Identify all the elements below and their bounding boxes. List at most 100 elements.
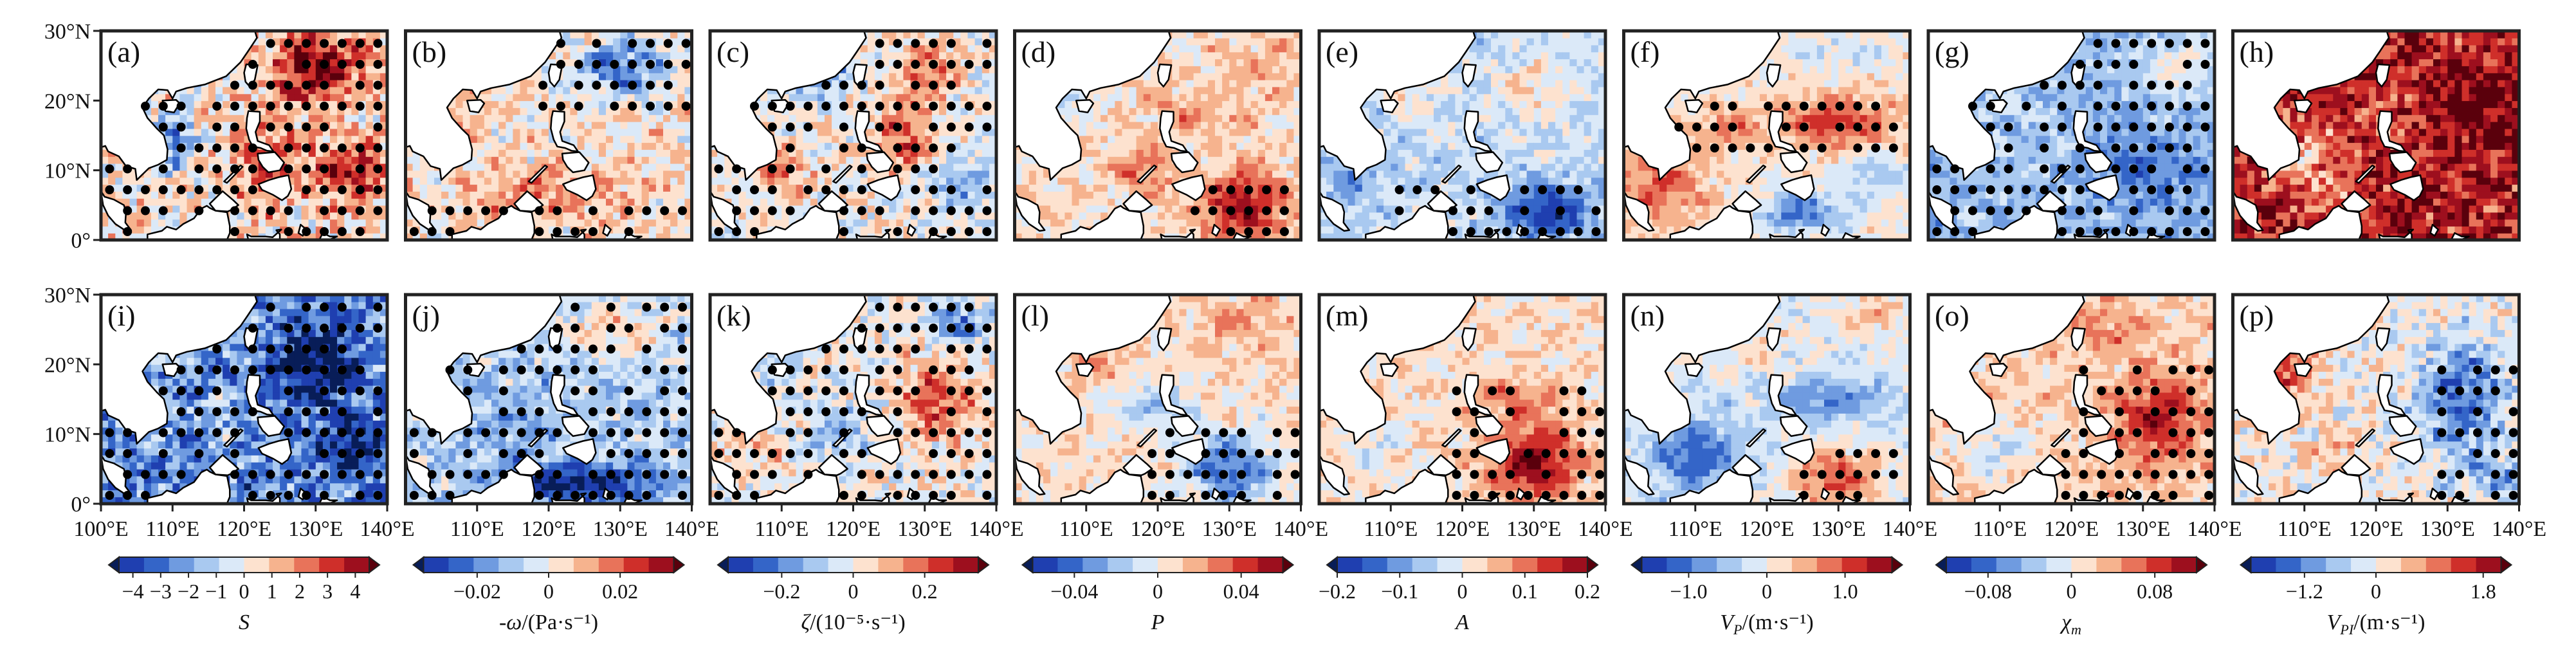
field-cell	[677, 212, 686, 220]
field-cell	[101, 163, 109, 171]
field-cell	[498, 107, 506, 115]
field-cell	[344, 163, 352, 171]
field-cell	[903, 170, 911, 178]
field-cell	[1150, 226, 1158, 234]
field-cell	[337, 163, 345, 171]
field-cell	[280, 86, 288, 95]
field-cell	[1229, 73, 1238, 80]
field-cell	[287, 212, 295, 220]
field-cell	[280, 100, 288, 108]
field-cell	[265, 51, 273, 60]
field-cell	[946, 107, 954, 115]
field-cell	[1122, 107, 1130, 115]
field-cell	[1115, 128, 1123, 136]
field-cell	[1093, 142, 1101, 150]
field-cell	[1136, 135, 1144, 143]
field-cell	[1257, 51, 1266, 60]
field-cell	[570, 59, 578, 66]
field-cell	[939, 66, 947, 73]
field-cell	[484, 212, 492, 220]
field-cell	[620, 128, 628, 136]
field-cell	[655, 121, 664, 129]
field-cell	[810, 107, 818, 115]
field-cell	[115, 177, 123, 185]
field-cell	[1236, 121, 1245, 129]
field-cell	[641, 156, 650, 164]
field-cell	[974, 170, 983, 178]
field-cell	[563, 37, 571, 46]
field-cell	[796, 107, 804, 115]
stipple-dot	[964, 122, 974, 132]
field-cell	[1064, 93, 1073, 102]
field-cell	[201, 149, 209, 157]
stipple-dot	[628, 39, 637, 48]
field-cell	[1129, 107, 1137, 115]
field-cell	[358, 191, 367, 199]
field-cell	[315, 79, 324, 87]
field-cell	[641, 121, 650, 129]
field-cell	[208, 100, 216, 108]
field-cell	[917, 191, 926, 199]
field-cell	[774, 219, 782, 227]
field-cell	[1215, 198, 1223, 206]
field-cell	[882, 128, 890, 136]
field-cell	[598, 107, 607, 115]
field-cell	[939, 191, 947, 199]
field-cell	[910, 156, 918, 164]
field-cell	[1064, 163, 1073, 171]
field-cell	[506, 170, 514, 178]
field-cell	[215, 115, 223, 122]
field-cell	[1229, 44, 1238, 53]
field-cell	[796, 156, 804, 164]
field-cell	[839, 128, 847, 136]
field-cell	[1028, 184, 1037, 192]
field-cell	[1200, 107, 1209, 115]
field-cell	[1229, 59, 1238, 66]
field-cell	[1186, 66, 1194, 73]
field-cell	[867, 93, 875, 102]
field-cell	[1243, 79, 1252, 87]
field-cell	[953, 205, 962, 213]
field-cell	[598, 59, 607, 66]
field-cell	[670, 184, 678, 192]
field-cell	[455, 205, 464, 213]
field-cell	[670, 51, 678, 60]
field-cell	[946, 198, 954, 206]
field-cell	[172, 212, 181, 220]
field-cell	[982, 135, 990, 143]
stipple-dot	[750, 206, 759, 216]
field-cell	[663, 93, 671, 102]
field-cell	[774, 93, 782, 102]
field-cell	[1236, 212, 1245, 220]
field-cell	[803, 177, 811, 185]
field-cell	[648, 115, 657, 122]
stipple-dot	[230, 143, 239, 152]
stipple-dot	[946, 143, 956, 152]
field-cell	[1265, 73, 1273, 80]
field-cell	[273, 135, 280, 143]
field-cell	[832, 149, 839, 157]
field-cell	[910, 191, 918, 199]
field-cell	[627, 184, 635, 192]
field-cell	[1222, 79, 1230, 87]
field-cell	[974, 59, 983, 66]
field-cell	[344, 219, 352, 227]
field-cell	[1158, 226, 1165, 234]
stipple-dot	[302, 164, 311, 174]
field-cell	[194, 135, 202, 143]
field-cell	[882, 73, 890, 80]
field-cell	[258, 66, 266, 73]
field-cell	[187, 212, 195, 220]
field-cell	[1172, 73, 1180, 80]
field-cell	[1108, 184, 1115, 192]
field-cell	[684, 163, 692, 171]
field-cell	[1200, 170, 1209, 178]
field-cell	[1093, 100, 1101, 108]
field-cell	[301, 115, 309, 122]
field-cell	[322, 212, 331, 220]
field-cell	[1021, 156, 1030, 164]
field-cell	[789, 107, 797, 115]
field-cell	[223, 128, 230, 136]
field-cell	[151, 170, 159, 178]
field-cell	[648, 51, 657, 60]
